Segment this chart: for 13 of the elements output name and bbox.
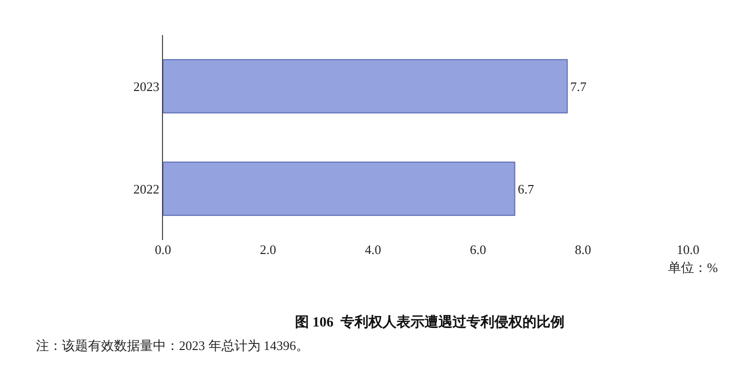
x-tick-label: 8.0: [574, 242, 592, 257]
x-tick-label: 4.0: [364, 242, 382, 257]
data-label: 7.7: [570, 78, 587, 94]
data-label: 6.7: [518, 181, 534, 196]
x-tick-label: 2.0: [260, 242, 276, 257]
text: 注：该题有效数据量中：2023 年总计为 14396。: [36, 338, 309, 353]
text: 图 106 专利权人表示遭遇过专利侵权的比例: [295, 314, 565, 331]
text: 单位：%: [668, 260, 718, 275]
x-tick-label: 0.0: [154, 242, 172, 257]
x-tick-label: 6.0: [470, 242, 486, 257]
x-tick-label: 10.0: [676, 242, 700, 257]
y-tick-label: 2023: [133, 78, 160, 94]
y-tick-label: 2022: [133, 181, 160, 196]
